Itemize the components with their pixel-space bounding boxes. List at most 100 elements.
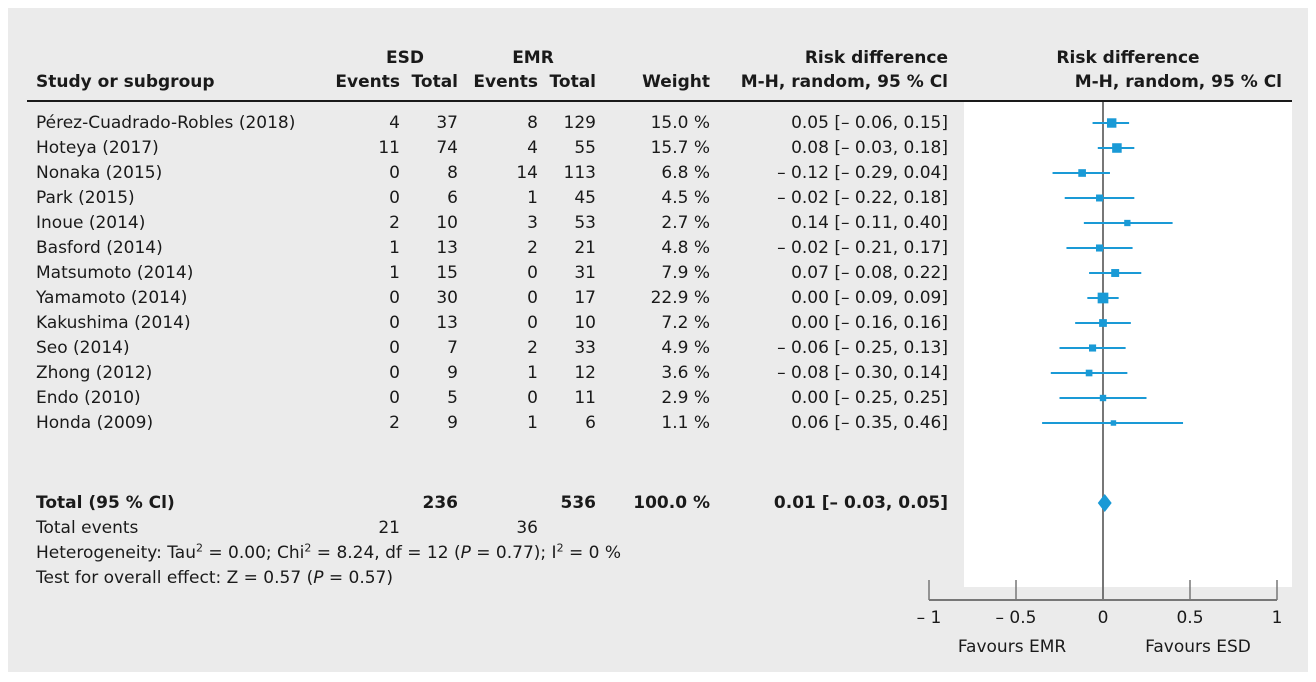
group-emr-label: EMR <box>512 48 554 68</box>
emr-events: 14 <box>516 163 538 183</box>
emr-total: 21 <box>574 238 596 258</box>
study-name: Yamamoto (2014) <box>36 288 188 308</box>
emr-events: 0 <box>527 313 538 333</box>
group-esd-label: ESD <box>386 48 424 68</box>
weight: 22.9 % <box>650 288 710 308</box>
weight: 4.9 % <box>661 338 710 358</box>
pooled-diamond <box>1097 494 1112 512</box>
study-name: Honda (2009) <box>36 413 154 433</box>
plot-title: Risk difference <box>1056 48 1200 68</box>
total-label: Total (95 % Cl) <box>36 493 175 513</box>
study-marker <box>1124 219 1131 227</box>
plot-method: M-H, random, 95 % Cl <box>1074 72 1282 92</box>
esd-total: 30 <box>436 288 458 308</box>
esd-events: 0 <box>389 188 400 208</box>
esd-events: 0 <box>389 363 400 383</box>
esd-events: 1 <box>389 238 400 258</box>
study-marker <box>1099 319 1107 327</box>
weight: 7.2 % <box>661 313 710 333</box>
header-rule <box>27 100 1292 102</box>
rd-title: Risk difference <box>804 48 948 68</box>
emr-total: 45 <box>574 188 596 208</box>
study-marker <box>1095 244 1104 252</box>
esd-total: 15 <box>436 263 458 283</box>
emr-total: 12 <box>574 363 596 383</box>
total-events-label: Total events <box>36 518 139 538</box>
esd-total: 74 <box>436 138 458 158</box>
weight: 15.7 % <box>650 138 710 158</box>
study-name: Nonaka (2015) <box>36 163 163 183</box>
study-marker <box>1110 420 1117 426</box>
esd-events: 0 <box>389 313 400 333</box>
esd-events: 0 <box>389 163 400 183</box>
col-study: Study or subgroup <box>36 72 215 92</box>
weight: 4.8 % <box>661 238 710 258</box>
emr-events: 2 <box>527 238 538 258</box>
emr-events: 1 <box>527 363 538 383</box>
favours-left: Favours EMR <box>957 637 1067 657</box>
esd-total: 13 <box>436 238 458 258</box>
weight: 7.9 % <box>661 263 710 283</box>
study-name: Endo (2010) <box>36 388 141 408</box>
study-name: Hoteya (2017) <box>36 138 159 158</box>
x-tick-label: 0.5 <box>1176 608 1204 628</box>
study-name: Seo (2014) <box>36 338 130 358</box>
ci-text: – 0.08 [– 0.30, 0.14] <box>777 363 948 383</box>
col-emr-total: Total <box>549 72 596 92</box>
emr-events: 0 <box>527 288 538 308</box>
x-tick-label: – 1 <box>916 608 942 628</box>
esd-events: 11 <box>378 138 400 158</box>
esd-total: 10 <box>436 213 458 233</box>
study-name: Matsumoto (2014) <box>36 263 194 283</box>
esd-total: 37 <box>436 113 458 133</box>
study-marker <box>1112 143 1122 153</box>
study-marker <box>1089 344 1097 352</box>
esd-total: 9 <box>447 413 458 433</box>
esd-total: 13 <box>436 313 458 333</box>
ci-text: 0.07 [– 0.08, 0.22] <box>791 263 948 283</box>
total-events-esd: 21 <box>378 518 400 538</box>
weight: 2.9 % <box>661 388 710 408</box>
study-name: Kakushima (2014) <box>36 313 191 333</box>
emr-events: 1 <box>527 188 538 208</box>
col-esd-events: Events <box>335 72 400 92</box>
total-ci-text: 0.01 [– 0.03, 0.05] <box>773 493 948 513</box>
x-tick-label: 0 <box>1097 608 1109 628</box>
ci-text: – 0.02 [– 0.21, 0.17] <box>777 238 948 258</box>
study-marker <box>1078 169 1086 177</box>
emr-total: 55 <box>574 138 596 158</box>
esd-events: 2 <box>389 413 400 433</box>
weight: 15.0 % <box>650 113 710 133</box>
total-esd-total: 236 <box>422 493 459 513</box>
overall-effect-text: Test for overall effect: Z = 0.57 (P = 0… <box>36 568 394 588</box>
ci-text: 0.00 [– 0.25, 0.25] <box>791 388 948 408</box>
emr-total: 113 <box>563 163 596 183</box>
weight: 2.7 % <box>661 213 710 233</box>
emr-events: 2 <box>527 338 538 358</box>
weight: 4.5 % <box>661 188 710 208</box>
emr-events: 4 <box>527 138 538 158</box>
ci-text: – 0.06 [– 0.25, 0.13] <box>777 338 948 358</box>
emr-total: 11 <box>574 388 596 408</box>
study-marker <box>1085 369 1093 377</box>
col-rd-method: M-H, random, 95 % Cl <box>740 72 948 92</box>
esd-total: 6 <box>447 188 458 208</box>
esd-total: 7 <box>447 338 458 358</box>
esd-events: 4 <box>389 113 400 133</box>
study-marker <box>1096 194 1104 202</box>
ci-text: 0.06 [– 0.35, 0.46] <box>791 413 948 433</box>
study-name: Inoue (2014) <box>36 213 146 233</box>
emr-events: 0 <box>527 263 538 283</box>
ci-text: 0.00 [– 0.16, 0.16] <box>791 313 948 333</box>
study-marker <box>1097 292 1109 304</box>
esd-events: 2 <box>389 213 400 233</box>
esd-events: 1 <box>389 263 400 283</box>
emr-total: 6 <box>585 413 596 433</box>
col-emr-events: Events <box>473 72 538 92</box>
x-tick-label: 1 <box>1271 608 1283 628</box>
study-marker <box>1099 394 1107 402</box>
x-tick-label: – 0.5 <box>995 608 1037 628</box>
study-name: Basford (2014) <box>36 238 163 258</box>
emr-total: 17 <box>574 288 596 308</box>
esd-events: 0 <box>389 288 400 308</box>
